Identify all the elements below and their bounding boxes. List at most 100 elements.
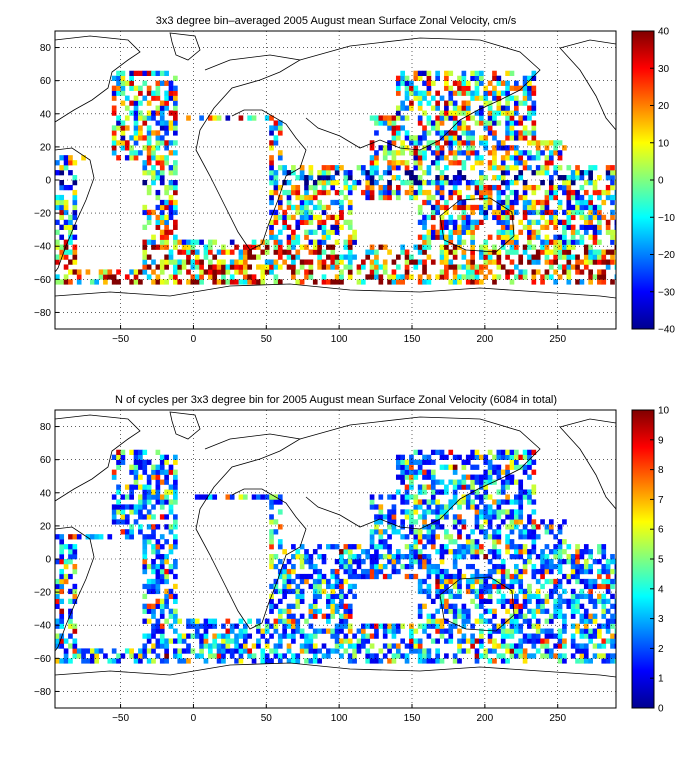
heatmap-bin: [59, 613, 65, 619]
heatmap-bin: [326, 653, 331, 659]
heatmap-bin: [395, 130, 401, 136]
heatmap-bin: [155, 618, 161, 624]
heatmap-bin: [164, 494, 169, 500]
heatmap-bin: [540, 204, 545, 211]
heatmap-bin: [400, 150, 406, 156]
heatmap-bin: [413, 628, 419, 634]
heatmap-bin: [448, 603, 454, 609]
heatmap-bin: [221, 643, 226, 649]
heatmap-bin: [505, 643, 510, 649]
heatmap-bin: [522, 199, 528, 206]
heatmap-bin: [483, 189, 489, 196]
heatmap-bin: [164, 578, 169, 585]
heatmap-bin: [129, 135, 134, 141]
heatmap-bin: [269, 155, 274, 161]
heatmap-bin: [474, 449, 480, 455]
heatmap-bin: [522, 658, 528, 664]
heatmap-bin: [417, 259, 423, 265]
heatmap-bin: [242, 633, 248, 639]
heatmap-bin: [474, 70, 480, 76]
heatmap-bin: [522, 618, 528, 624]
heatmap-bin: [190, 244, 196, 250]
heatmap-bin: [492, 90, 497, 96]
heatmap-bin: [452, 90, 458, 96]
heatmap-bin: [308, 648, 314, 654]
heatmap-bin: [413, 643, 419, 649]
heatmap-bin: [505, 194, 510, 201]
heatmap-bin: [308, 643, 314, 649]
heatmap-bin: [514, 563, 519, 570]
heatmap-bin: [151, 269, 156, 275]
heatmap-bin: [544, 653, 550, 659]
heatmap-bin: [500, 219, 506, 225]
heatmap-bin: [544, 239, 550, 245]
heatmap-bin: [531, 85, 537, 91]
heatmap-bin: [505, 135, 510, 141]
heatmap-bin: [422, 234, 427, 240]
heatmap-bin: [168, 90, 174, 96]
heatmap-bin: [562, 209, 567, 216]
heatmap-bin: [487, 110, 493, 116]
heatmap-bin: [124, 274, 130, 280]
coast-south-america: [55, 147, 95, 273]
heatmap-bin: [72, 598, 78, 604]
heatmap-bin: [173, 105, 178, 111]
heatmap-bin: [361, 264, 366, 270]
heatmap-bin: [448, 95, 454, 101]
heatmap-bin: [483, 519, 489, 525]
heatmap-bin: [509, 259, 515, 265]
heatmap-bin: [129, 494, 134, 500]
heatmap-bin: [605, 623, 611, 629]
heatmap-bin: [330, 633, 336, 639]
heatmap-bin: [500, 559, 506, 565]
heatmap-bin: [391, 140, 397, 146]
heatmap-bin: [356, 628, 362, 634]
heatmap-bin: [404, 484, 410, 490]
heatmap-bin: [339, 165, 344, 171]
heatmap-bin: [72, 648, 78, 654]
heatmap-bin: [474, 474, 480, 480]
colorbar-tick-label: 4: [658, 584, 664, 595]
heatmap-bin: [277, 165, 283, 171]
heatmap-bin: [535, 534, 541, 540]
heatmap-bin: [527, 90, 532, 96]
heatmap-bin: [583, 219, 589, 225]
heatmap-bin: [242, 494, 248, 500]
heatmap-bin: [378, 544, 384, 550]
heatmap-bin: [242, 249, 248, 255]
heatmap-bin: [295, 269, 301, 275]
heatmap-bin: [548, 209, 554, 216]
heatmap-bin: [181, 648, 187, 654]
heatmap-bin: [413, 155, 419, 161]
heatmap-bin: [487, 249, 493, 255]
heatmap-bin: [487, 504, 493, 510]
heatmap-bin: [579, 628, 585, 634]
heatmap-bin: [518, 464, 524, 470]
heatmap-bin: [527, 529, 532, 535]
heatmap-bin: [492, 499, 497, 505]
heatmap-bin: [382, 633, 388, 639]
heatmap-bin: [483, 578, 489, 585]
heatmap-bin: [295, 549, 301, 555]
heatmap-bin: [107, 269, 113, 275]
heatmap-bin: [409, 544, 414, 550]
heatmap-bin: [592, 209, 598, 216]
heatmap-bin: [361, 568, 366, 575]
heatmap-bin: [448, 135, 454, 141]
heatmap-bin: [544, 189, 550, 196]
heatmap-bin: [242, 264, 248, 270]
heatmap-bin: [417, 608, 423, 614]
heatmap-bin: [142, 544, 148, 550]
heatmap-bin: [426, 648, 432, 654]
heatmap-bin: [470, 529, 475, 535]
x-tick-label: 0: [191, 334, 197, 345]
heatmap-bin: [129, 279, 134, 285]
heatmap-bin: [492, 514, 497, 520]
heatmap-bin: [369, 658, 375, 664]
heatmap-bin: [527, 199, 532, 206]
heatmap-bin: [496, 643, 502, 649]
heatmap-bin: [164, 618, 169, 624]
heatmap-bin: [548, 140, 554, 146]
heatmap-bin: [461, 633, 467, 639]
heatmap-bin: [435, 165, 440, 171]
